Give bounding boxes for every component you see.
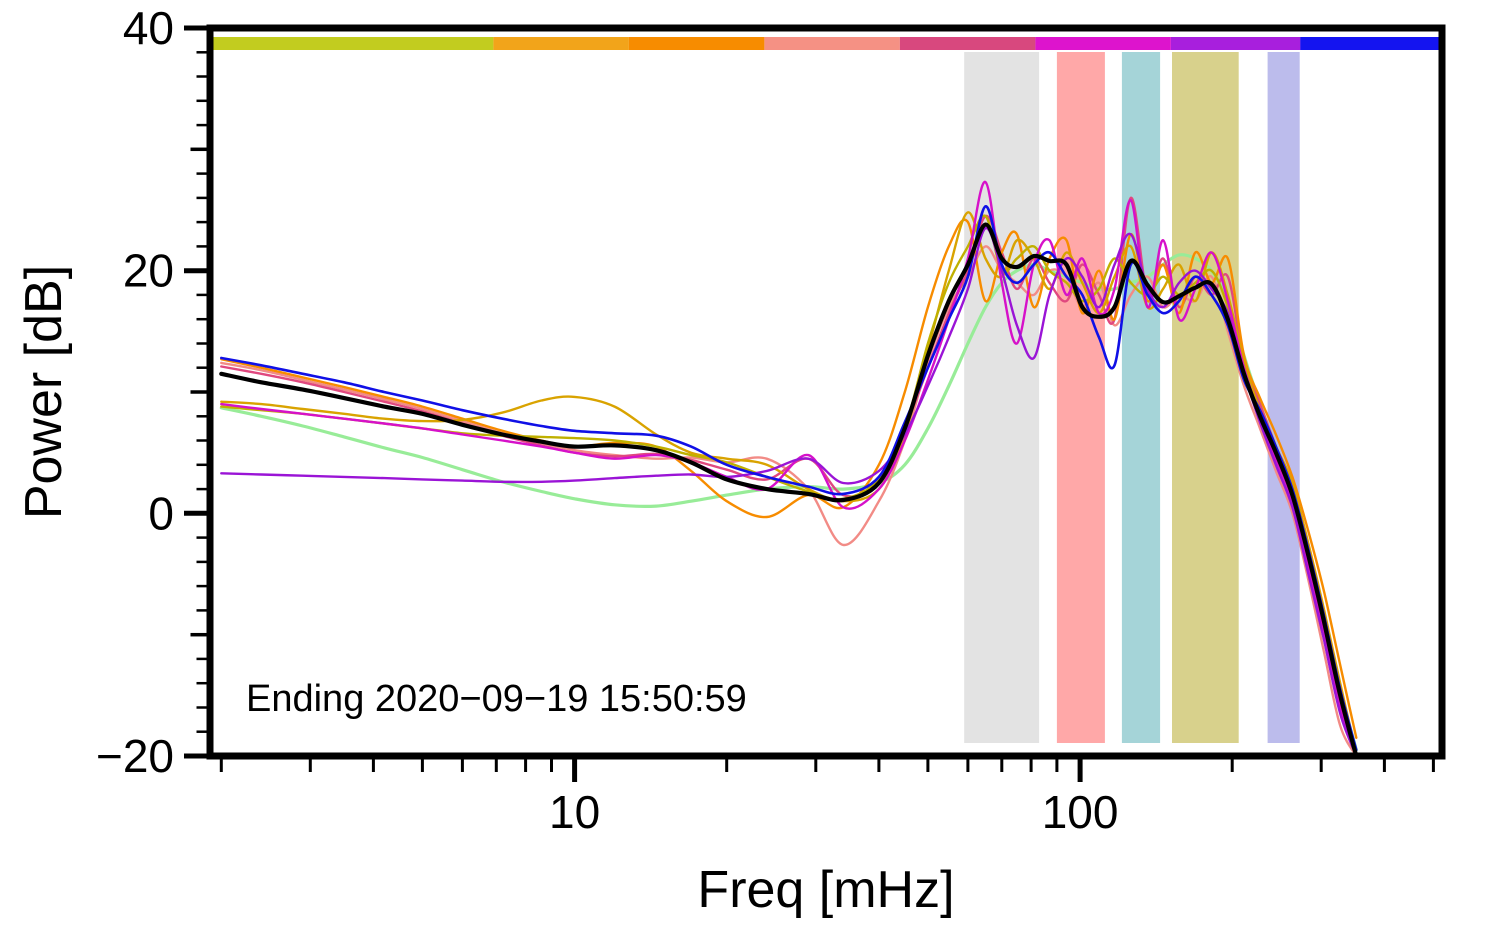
ending-time-annotation: Ending 2020−09−19 15:50:59 — [246, 678, 747, 720]
x-tick-label: 10 — [549, 786, 600, 838]
time-color-strip-segment-0 — [210, 37, 494, 50]
shaded-band-4 — [1267, 52, 1300, 743]
time-color-strip-segment-1 — [493, 37, 629, 50]
x-tick-label: 100 — [1042, 786, 1119, 838]
time-color-strip-segment-7 — [1300, 37, 1442, 50]
series-line-mean — [219, 222, 1358, 753]
shaded-band-0 — [964, 52, 1040, 743]
series-line-gold — [220, 211, 1358, 753]
plot-frame — [206, 24, 1446, 760]
time-color-strip-segment-2 — [628, 37, 765, 50]
time-color-strip-segment-6 — [1171, 37, 1301, 50]
y-tick-label: −20 — [96, 730, 174, 782]
x-axis-label: Freq [mHz] — [697, 861, 955, 919]
series-line-magenta — [220, 180, 1357, 753]
shaded-band-3 — [1172, 52, 1239, 743]
y-tick-label: 20 — [123, 245, 174, 297]
y-tick-label: 40 — [123, 2, 174, 54]
time-color-strip-segment-4 — [899, 37, 1036, 50]
shaded-band-2 — [1121, 52, 1161, 743]
y-tick-label: 0 — [148, 487, 174, 539]
shaded-band-1 — [1056, 52, 1105, 743]
time-color-strip-segment-5 — [1035, 37, 1171, 50]
time-color-strip-segment-3 — [764, 37, 900, 50]
y-axis-label: Power [dB] — [15, 264, 73, 520]
